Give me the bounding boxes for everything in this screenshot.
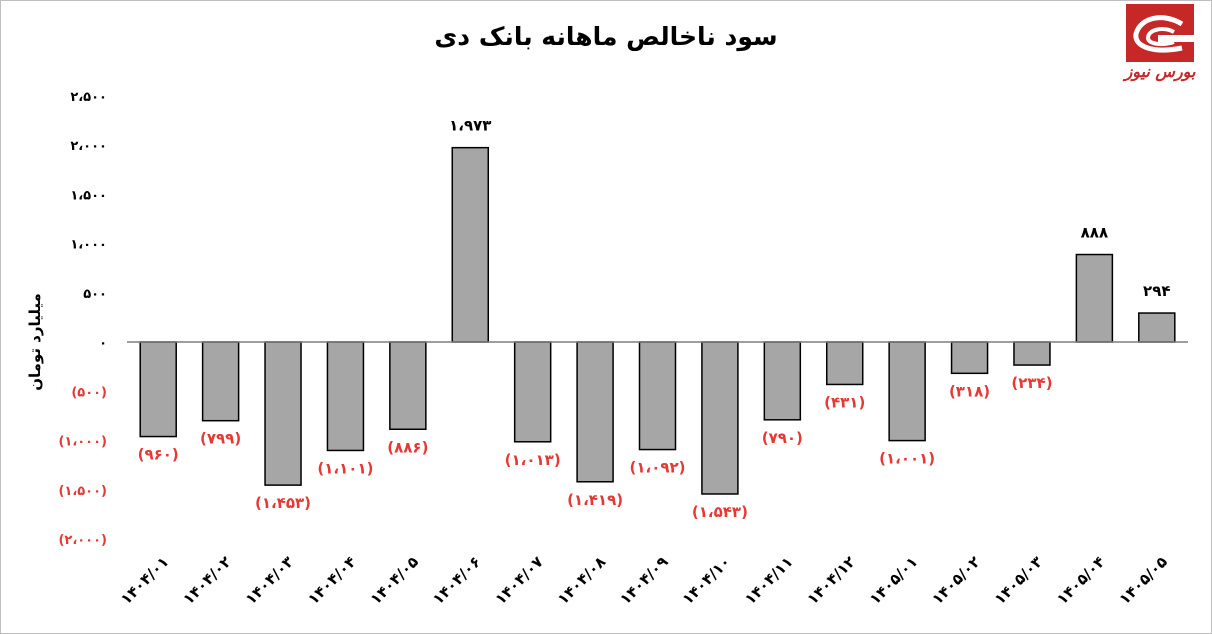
y-tick-label: ۱،۵۰۰ bbox=[70, 188, 107, 203]
bar-15 bbox=[1013, 341, 1051, 366]
logo-text: بورس نیوز bbox=[1124, 62, 1196, 81]
x-tick-label: ۱۴۰۴/۰۸ bbox=[554, 553, 609, 608]
x-tick-label: ۱۴۰۴/۱۱ bbox=[741, 553, 796, 608]
bar-17 bbox=[1138, 312, 1176, 343]
x-tick-label: ۱۴۰۴/۰۴ bbox=[304, 553, 359, 608]
data-label-3: (۱،۴۵۳) bbox=[255, 494, 311, 512]
bourse-news-logo-icon bbox=[1126, 4, 1198, 62]
bar-9 bbox=[638, 341, 677, 451]
data-label-15: (۲۳۴) bbox=[1011, 374, 1052, 392]
data-label-6: ۱،۹۷۳ bbox=[449, 117, 491, 135]
data-label-4: (۱،۱۰۱) bbox=[317, 459, 373, 477]
x-tick-label: ۱۴۰۵/۰۲ bbox=[928, 553, 983, 608]
x-tick-label: ۱۴۰۴/۰۱ bbox=[117, 553, 172, 608]
data-label-16: ۸۸۸ bbox=[1081, 224, 1108, 242]
x-tick-label: ۱۴۰۴/۰۲ bbox=[179, 553, 234, 608]
data-label-11: (۷۹۰) bbox=[762, 429, 803, 447]
y-tick-label: ۲،۵۰۰ bbox=[70, 90, 107, 105]
y-tick-label: (۱،۰۰۰) bbox=[58, 435, 107, 450]
x-tick-label: ۱۴۰۵/۰۱ bbox=[866, 553, 921, 608]
bar-13 bbox=[888, 341, 926, 442]
data-label-14: (۳۱۸) bbox=[949, 382, 990, 400]
y-axis-label: میلیارد تومان bbox=[26, 293, 44, 391]
bar-10 bbox=[701, 341, 739, 495]
bar-16 bbox=[1075, 253, 1114, 343]
bar-5 bbox=[389, 341, 427, 431]
bar-14 bbox=[950, 341, 989, 375]
x-tick-label: ۱۴۰۴/۰۶ bbox=[429, 553, 484, 608]
x-tick-label: ۱۴۰۵/۰۳ bbox=[991, 553, 1046, 608]
x-tick-label: ۱۴۰۴/۰۳ bbox=[242, 553, 297, 608]
data-label-8: (۱،۴۱۹) bbox=[567, 491, 623, 509]
data-label-12: (۴۳۱) bbox=[824, 393, 865, 411]
data-label-2: (۷۹۹) bbox=[200, 430, 241, 448]
y-tick-label: (۵۰۰) bbox=[71, 385, 107, 400]
y-tick-label: ۵۰۰ bbox=[83, 287, 107, 302]
data-label-1: (۹۶۰) bbox=[138, 446, 179, 464]
bar-6 bbox=[451, 146, 490, 343]
bar-1 bbox=[139, 341, 177, 438]
data-label-9: (۱،۰۹۲) bbox=[629, 459, 685, 477]
x-tick-label: ۱۴۰۴/۰۵ bbox=[367, 553, 422, 608]
bar-8 bbox=[576, 341, 614, 483]
bar-4 bbox=[326, 341, 365, 452]
x-tick-label: ۱۴۰۴/۱۰ bbox=[679, 553, 734, 608]
y-tick-label: (۲،۰۰۰) bbox=[58, 533, 107, 548]
data-label-5: (۸۸۶) bbox=[387, 438, 428, 456]
bar-11 bbox=[763, 341, 802, 421]
y-tick-label: ۱،۰۰۰ bbox=[70, 238, 107, 253]
data-label-7: (۱،۰۱۳) bbox=[505, 451, 561, 469]
chart-title: سود ناخالص ماهانه بانک دی bbox=[434, 22, 778, 51]
bar-2 bbox=[201, 341, 240, 422]
y-tick-label: ۰ bbox=[99, 336, 107, 351]
y-tick-label: (۱،۵۰۰) bbox=[58, 484, 107, 499]
bar-12 bbox=[825, 341, 864, 386]
data-label-13: (۱،۰۰۱) bbox=[879, 450, 935, 468]
y-tick-label: ۲،۰۰۰ bbox=[70, 139, 107, 154]
x-tick-label: ۱۴۰۵/۰۴ bbox=[1053, 553, 1108, 608]
x-tick-label: ۱۴۰۵/۰۵ bbox=[1116, 553, 1171, 608]
data-label-10: (۱،۵۴۳) bbox=[692, 503, 748, 521]
bar-3 bbox=[264, 341, 302, 486]
bar-7 bbox=[513, 341, 552, 443]
x-tick-label: ۱۴۰۴/۱۲ bbox=[803, 553, 858, 608]
data-label-17: ۲۹۴ bbox=[1143, 282, 1170, 300]
x-tick-label: ۱۴۰۴/۰۷ bbox=[491, 553, 546, 608]
x-tick-label: ۱۴۰۴/۰۹ bbox=[616, 553, 671, 608]
